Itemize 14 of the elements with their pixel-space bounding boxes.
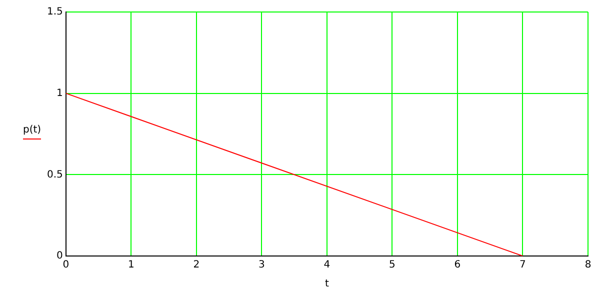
- x-tick-label: 6: [454, 260, 461, 271]
- y-tick-label: 1: [56, 88, 63, 99]
- x-tick-label: 3: [258, 260, 265, 271]
- x-tick-label: 5: [389, 260, 396, 271]
- y-tick-label: 0: [56, 250, 63, 262]
- x-axis-title: t: [324, 278, 329, 290]
- y-tick-label: 1.5: [46, 6, 63, 18]
- y-axis-title: p(t): [22, 124, 42, 136]
- y-tick-label: 0.5: [46, 169, 63, 180]
- x-tick-label: 7: [520, 260, 526, 271]
- x-tick-label: 4: [324, 260, 330, 271]
- x-tick-label: 2: [193, 260, 200, 271]
- x-tick-label: 8: [584, 260, 592, 271]
- x-tick-label: 1: [128, 260, 134, 271]
